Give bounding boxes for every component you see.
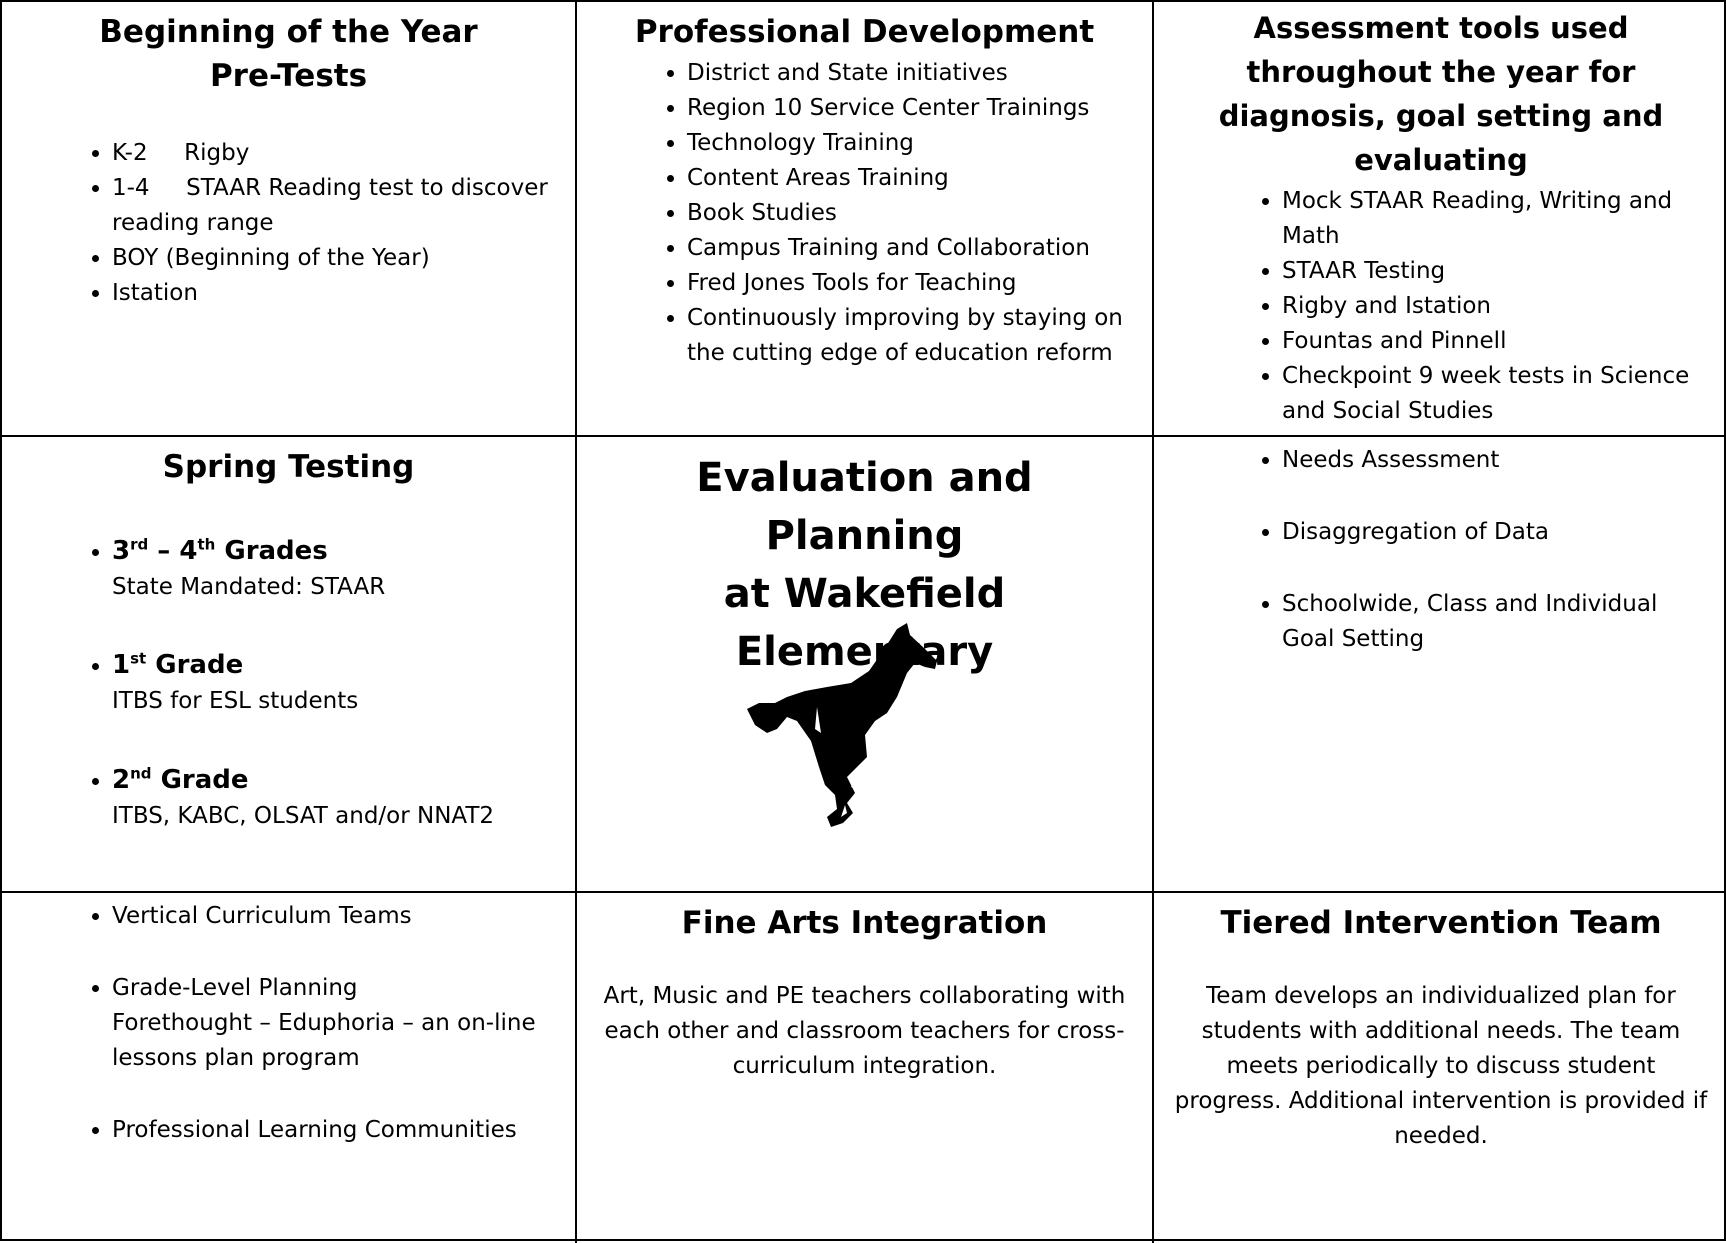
heading-part: Grades	[215, 535, 328, 566]
heading-part: Grade	[151, 764, 249, 795]
item-heading: 1st Grade	[112, 649, 244, 681]
cell-title: Assessment tools used throughout the yea…	[1170, 6, 1712, 182]
item-heading: 3rd – 4th Grades	[112, 535, 328, 566]
item-detail: ITBS for ESL students	[112, 688, 359, 715]
list-item: Continuously improving by staying on the…	[687, 301, 1136, 371]
bullet-list: Vertical Curriculum Teams Grade-Level Pla…	[18, 899, 559, 1148]
title-line: Tiered Intervention Team	[1220, 905, 1662, 941]
list-item: BOY (Beginning of the Year)	[112, 241, 559, 276]
bullet-list: Mock STAAR Reading, Writing and MathSTAA…	[1170, 184, 1712, 435]
item-line: Grade-Level Planning	[112, 975, 358, 1001]
list-item: Book Studies	[687, 196, 1136, 231]
list-item: Content Areas Training	[687, 161, 1136, 196]
cell: Beginning of the Year Pre-Tests K-2 Rigby1…	[2, 2, 577, 437]
list-item: Fountas and Pinnell	[1282, 324, 1712, 359]
heading-part: Grade	[146, 650, 244, 681]
heading-part: th	[197, 535, 216, 553]
list-item: Mock STAAR Reading, Writing and Math	[1282, 184, 1712, 254]
heading-part: rd	[130, 535, 149, 553]
list-item: Unit Assessments in ELAR & Math	[1282, 429, 1712, 435]
heading-part: 2	[112, 764, 131, 795]
list-item: Fred Jones Tools for Teaching	[687, 266, 1136, 301]
title-line: Pre-Tests	[209, 58, 368, 94]
cell-title: Professional Development	[593, 10, 1136, 54]
title-line: Professional Development	[634, 14, 1095, 50]
list-item: Checkpoint 9 week tests in Science and S…	[1282, 359, 1712, 429]
bullet-list: 3rd – 4th Grades State Mandated: STAAR 1st…	[18, 527, 559, 834]
title-line: Assessment tools used throughout the yea…	[1218, 11, 1664, 177]
title-line: Beginning of the Year	[99, 14, 478, 50]
list-item: 1-4 STAAR Reading test to discover readi…	[112, 171, 559, 241]
list-item: Rigby and Istation	[1282, 289, 1712, 324]
cell-paragraph: Team develops an individualized plan for…	[1174, 983, 1708, 1149]
cell-title: Evaluation and Planning at Wakefield Elem…	[593, 449, 1136, 681]
title-line: Spring Testing	[162, 449, 415, 485]
list-item: Region 10 Service Center Trainings	[687, 91, 1136, 126]
item-detail: ITBS, KABC, OLSAT and/or NNAT2	[112, 802, 495, 829]
heading-part: 3	[112, 535, 131, 566]
mustang-logo	[747, 623, 937, 827]
cell: Assessment tools used throughout the yea…	[1154, 2, 1726, 437]
list-item: 2nd Grade ITBS, KABC, OLSAT and/or NNAT2	[112, 756, 559, 834]
heading-part: 1	[112, 650, 131, 681]
list-item: District and State initiatives	[687, 56, 1136, 91]
title-line: Evaluation and Planning	[696, 455, 1033, 559]
heading-part: – 4	[148, 535, 198, 566]
heading-part: nd	[130, 764, 152, 783]
list-item: Professional Learning Communities	[112, 1113, 559, 1148]
cell: Needs Assessment Disaggregation of Data Sc…	[1154, 437, 1726, 893]
list-item: Technology Training	[687, 126, 1136, 161]
list-item: Vertical Curriculum Teams	[112, 899, 559, 934]
list-item: Grade-Level Planning Forethought – Edupho…	[112, 971, 559, 1076]
item-line: Forethought – Eduphoria – an on-line les…	[112, 1010, 543, 1071]
cell: Tiered Intervention Team Team develops an…	[1154, 893, 1726, 1243]
bullet-list: Needs Assessment Disaggregation of Data Sc…	[1170, 443, 1712, 657]
cell: Professional Development District and Sta…	[577, 2, 1154, 437]
list-item: Istation	[112, 276, 559, 311]
list-item: 1st Grade ITBS for ESL students	[112, 642, 559, 720]
cell-title: Beginning of the Year Pre-Tests	[18, 10, 559, 98]
list-item: Campus Training and Collaboration	[687, 231, 1136, 266]
cell-title: Fine Arts Integration	[593, 901, 1136, 945]
cell-title: Spring Testing	[18, 445, 559, 489]
cell-paragraph: Art, Music and PE teachers collaborating…	[603, 983, 1126, 1079]
cell: Fine Arts Integration Art, Music and PE t…	[577, 893, 1154, 1243]
list-item: K-2 Rigby	[112, 136, 559, 171]
cell: Evaluation and Planning at Wakefield Elem…	[577, 437, 1154, 893]
cell: Vertical Curriculum Teams Grade-Level Pla…	[2, 893, 577, 1243]
bullet-list: District and State initiativesRegion 10 …	[593, 56, 1136, 371]
list-item: STAAR Testing	[1282, 254, 1712, 289]
list-item: Schoolwide, Class and Individual Goal Se…	[1282, 587, 1712, 657]
list-item: Needs Assessment	[1282, 443, 1712, 478]
item-heading: 2nd Grade	[112, 764, 249, 795]
item-detail: State Mandated: STAAR	[112, 573, 386, 600]
cell: Spring Testing 3rd – 4th Grades State Mand…	[2, 437, 577, 893]
list-item: 3rd – 4th Grades State Mandated: STAAR	[112, 527, 559, 605]
heading-part: st	[130, 649, 147, 668]
cell-title: Tiered Intervention Team	[1170, 901, 1712, 945]
list-item: Disaggregation of Data	[1282, 515, 1712, 550]
bullet-list: K-2 Rigby1-4 STAAR Reading test to disco…	[18, 136, 559, 311]
title-line: at Wakefield Elementary	[723, 571, 1006, 675]
horse-silhouette	[747, 623, 937, 827]
title-line: Fine Arts Integration	[681, 905, 1048, 941]
